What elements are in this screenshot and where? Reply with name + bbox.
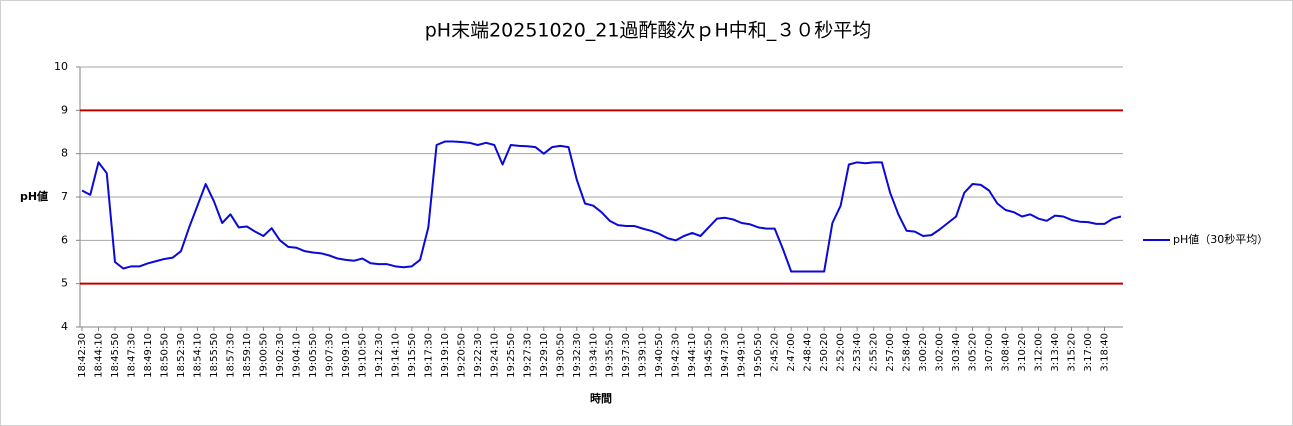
y-tick-label: 10	[54, 60, 68, 73]
x-tick-label: 19:10:50	[357, 333, 368, 378]
chart-title: pH末端20251020_21過酢酸次ｐH中和_３０秒平均	[425, 20, 872, 42]
x-tick-label: 19:32:30	[572, 333, 583, 378]
x-tick-label: 19:27:30	[522, 333, 533, 378]
x-tick-label: 3:00:20	[918, 333, 929, 372]
x-tick-label: 3:07:00	[984, 333, 995, 372]
x-tick-label: 2:53:40	[852, 333, 863, 372]
y-tick-label: 6	[61, 233, 68, 246]
x-tick-label: 18:57:30	[225, 333, 236, 378]
x-tick-label: 3:10:20	[1017, 333, 1028, 372]
y-tick-label: 7	[61, 190, 68, 203]
x-tick-label: 19:20:50	[456, 333, 467, 378]
x-tick-label: 19:02:30	[275, 333, 286, 378]
x-tick-label: 3:18:40	[1100, 333, 1111, 372]
x-tick-label: 2:45:20	[770, 333, 781, 372]
x-tick-label: 18:54:10	[192, 333, 203, 378]
x-tick-label: 2:50:20	[819, 333, 830, 372]
x-tick-label: 18:52:30	[176, 333, 187, 378]
x-tick-label: 19:24:10	[489, 333, 500, 378]
x-tick-label: 3:12:00	[1034, 333, 1045, 372]
x-tick-label: 2:57:00	[885, 333, 896, 372]
x-tick-label: 2:48:40	[803, 333, 814, 372]
x-tick-label: 3:08:40	[1001, 333, 1012, 372]
x-tick-label: 3:15:20	[1067, 333, 1078, 372]
x-tick-label: 19:39:10	[638, 333, 649, 378]
x-tick-label: 19:44:10	[687, 333, 698, 378]
x-tick-label: 19:04:10	[291, 333, 302, 378]
x-tick-label: 3:17:00	[1083, 333, 1094, 372]
x-tick-label: 19:40:50	[654, 333, 665, 378]
x-tick-label: 2:47:00	[786, 333, 797, 372]
x-tick-label: 18:55:50	[209, 333, 220, 378]
y-tick-label: 4	[61, 320, 68, 333]
x-tick-label: 19:45:50	[704, 333, 715, 378]
x-tick-label: 19:29:10	[539, 333, 550, 378]
x-tick-label: 19:25:50	[506, 333, 517, 378]
x-tick-label: 3:03:40	[951, 333, 962, 372]
x-tick-label: 18:59:10	[242, 333, 253, 378]
x-tick-label: 19:14:10	[390, 333, 401, 378]
x-tick-label: 19:05:50	[308, 333, 319, 378]
x-tick-label: 19:15:50	[407, 333, 418, 378]
x-tick-label: 2:55:20	[869, 333, 880, 372]
y-tick-label: 8	[61, 147, 68, 160]
x-tick-label: 19:34:10	[588, 333, 599, 378]
y-tick-label: 9	[61, 103, 68, 116]
y-tick-label: 5	[61, 277, 68, 290]
x-tick-label: 18:47:30	[126, 333, 137, 378]
x-tick-label: 2:52:00	[836, 333, 847, 372]
x-tick-label: 19:00:50	[258, 333, 269, 378]
x-tick-label: 19:49:10	[737, 333, 748, 378]
x-tick-label: 19:07:30	[324, 333, 335, 378]
x-tick-label: 18:45:50	[110, 333, 121, 378]
x-tick-label: 3:05:20	[968, 333, 979, 372]
x-tick-label: 19:50:50	[753, 333, 764, 378]
x-tick-label: 19:17:30	[423, 333, 434, 378]
data-line	[81, 140, 1122, 273]
y-axis-label: pH値	[20, 189, 48, 203]
x-tick-label: 19:19:10	[440, 333, 451, 378]
x-tick-label: 19:47:30	[720, 333, 731, 378]
x-tick-label: 19:35:50	[605, 333, 616, 378]
x-tick-label: 19:22:30	[473, 333, 484, 378]
legend-label: pH値（30秒平均）	[1173, 232, 1268, 246]
x-tick-label: 2:58:40	[902, 333, 913, 372]
x-tick-label: 19:12:30	[374, 333, 385, 378]
x-tick-label: 18:44:10	[93, 333, 104, 378]
x-tick-label: 3:13:40	[1050, 333, 1061, 372]
x-tick-label: 18:50:50	[159, 333, 170, 378]
x-tick-label: 19:30:50	[555, 333, 566, 378]
x-tick-label: 19:37:30	[621, 333, 632, 378]
x-tick-label: 3:02:00	[935, 333, 946, 372]
x-tick-label: 19:09:10	[341, 333, 352, 378]
x-tick-label: 18:49:10	[143, 333, 154, 378]
x-tick-label: 18:42:30	[77, 333, 88, 378]
x-tick-label: 19:42:30	[671, 333, 682, 378]
x-axis-label: 時間	[590, 391, 612, 405]
